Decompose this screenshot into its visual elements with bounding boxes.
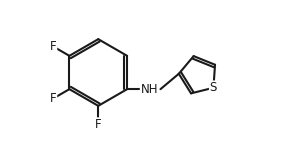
Text: NH: NH	[141, 83, 158, 96]
Text: F: F	[95, 118, 102, 131]
Text: F: F	[50, 40, 56, 53]
Text: S: S	[210, 81, 217, 94]
Text: F: F	[50, 92, 56, 105]
